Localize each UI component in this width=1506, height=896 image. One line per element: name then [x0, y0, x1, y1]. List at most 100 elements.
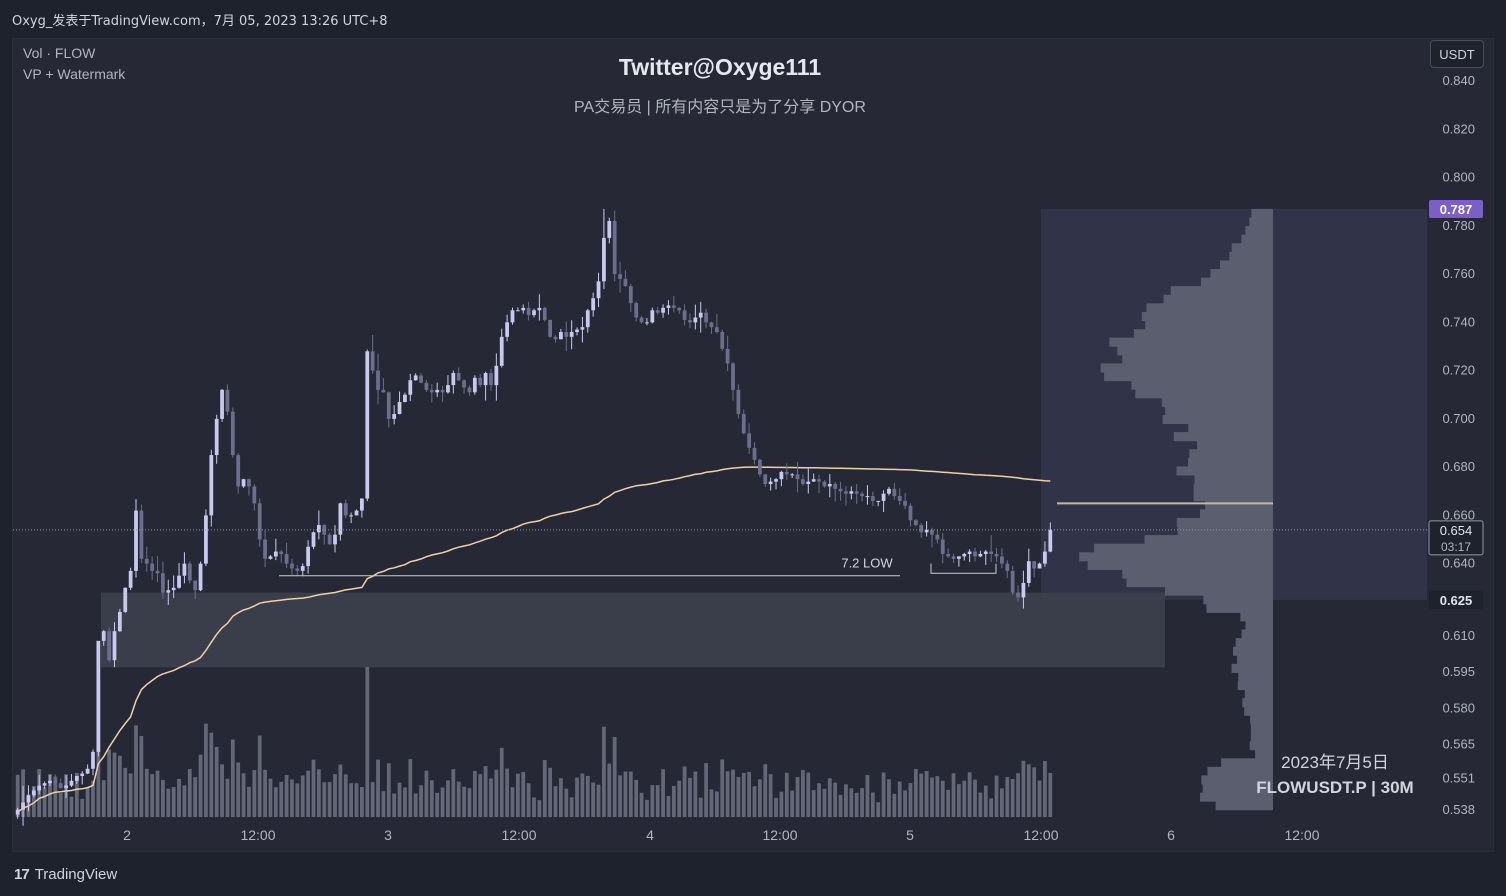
candle-body — [677, 307, 682, 311]
candle-body — [725, 348, 730, 364]
volume-bar — [946, 789, 951, 817]
volume-bar — [338, 764, 343, 817]
candle-body — [704, 312, 708, 323]
profile-row — [1202, 784, 1273, 794]
time-tick-label: 4 — [646, 827, 654, 843]
candle-body — [236, 455, 241, 487]
candle-body — [618, 274, 622, 279]
volume-bar — [725, 771, 730, 817]
last-price-box — [1428, 520, 1484, 556]
volume-bar — [123, 767, 128, 817]
profile-row — [1087, 560, 1273, 570]
volume-bar — [704, 763, 708, 817]
volume-bar — [230, 739, 235, 817]
candle-body — [967, 551, 972, 554]
volume-bar — [790, 790, 795, 817]
candle-body — [575, 329, 579, 333]
volume-bar — [585, 775, 590, 817]
volume-bar — [279, 781, 284, 817]
volume-bar — [795, 777, 800, 817]
candle-body — [612, 221, 617, 275]
volume-bar — [435, 792, 440, 817]
candle-body — [892, 488, 897, 497]
candle-body — [370, 351, 375, 371]
profile-row — [1203, 595, 1273, 605]
profile-row — [1215, 801, 1273, 811]
profile-row — [1176, 466, 1273, 476]
candle-body — [187, 563, 192, 581]
profile-row — [1200, 277, 1273, 287]
profile-row — [1145, 320, 1273, 330]
volume-bar — [983, 785, 988, 817]
candle-body — [424, 382, 429, 390]
volume-bar — [731, 769, 735, 817]
volume-bar — [182, 785, 187, 817]
volume-bar — [892, 793, 897, 817]
volume-bar — [1010, 779, 1015, 817]
volume-bar — [650, 785, 655, 817]
volume-bar — [784, 772, 789, 817]
profile-row — [1210, 269, 1273, 279]
time-axis: 2 12:00 3 12:00 4 12:00 5 12:00 6 12:00 — [123, 827, 1320, 843]
volume-bar — [542, 760, 547, 817]
chart-pane[interactable]: 7.2 LOW 0.840 0.820 0.800 0.780 0.760 0.740 0.… — [12, 38, 1494, 852]
chart-canvas[interactable]: 7.2 LOW 0.8400.8200.8000.7800.7600.7400.… — [13, 39, 1493, 851]
candle-body — [983, 551, 988, 554]
volume-bar — [327, 782, 332, 817]
volume-bar — [365, 667, 370, 817]
volume-bar — [967, 772, 972, 817]
volume-bar — [241, 773, 246, 817]
volume-bar — [112, 752, 117, 817]
profile-row — [1232, 646, 1273, 656]
candle-body — [273, 551, 278, 557]
candle-body — [698, 312, 703, 318]
candle-body — [284, 553, 289, 564]
volume-bar — [139, 736, 144, 817]
candle-body — [429, 389, 434, 393]
candle-body — [607, 221, 612, 238]
legend-volume[interactable]: Vol · FLOW — [23, 45, 96, 61]
candle-body — [123, 587, 128, 612]
price-tick-label: 0.538 — [1442, 802, 1475, 817]
profile-row — [1133, 329, 1273, 339]
profile-row — [1163, 294, 1273, 304]
volume-bar — [682, 766, 687, 817]
volume-bar — [838, 794, 843, 817]
candle-body — [252, 486, 257, 504]
candle-body — [1032, 561, 1037, 569]
candle-body — [806, 481, 811, 485]
watermark-subtitle: PA交易员 | 所有内容只是为了分享 DYOR — [574, 99, 866, 116]
candle-body — [26, 795, 31, 803]
session-low-label: 0.625 — [1440, 593, 1473, 608]
profile-row — [1250, 723, 1273, 734]
volume-bar — [107, 749, 112, 817]
profile-row — [1126, 578, 1273, 588]
profile-row — [1193, 483, 1273, 493]
tradingview-logo[interactable]: 17 TradingView — [14, 866, 117, 883]
volume-bar — [919, 773, 924, 817]
candle-body — [338, 503, 343, 535]
candle-body — [1021, 582, 1026, 598]
time-tick-label: 12:00 — [1284, 827, 1319, 843]
price-tick-label: 0.680 — [1442, 459, 1475, 474]
price-tick-label: 0.720 — [1442, 363, 1475, 378]
candle-body — [833, 484, 838, 489]
volume-bar — [924, 771, 929, 817]
candle-body — [881, 493, 886, 501]
time-tick-label: 3 — [384, 827, 392, 843]
volume-bar — [623, 771, 628, 817]
legend-indicators[interactable]: VP + Watermark — [23, 66, 126, 82]
candle-body — [1048, 529, 1053, 552]
candle-body — [360, 498, 364, 511]
candle-body — [1043, 551, 1047, 564]
candle-body — [300, 566, 305, 571]
volume-bar — [128, 773, 133, 817]
candle-body — [989, 551, 994, 554]
candle-body — [634, 303, 639, 318]
currency-button[interactable]: USDT — [1430, 40, 1484, 68]
volume-bar — [564, 788, 569, 817]
volume-bar — [15, 774, 20, 817]
profile-row — [1109, 337, 1273, 347]
candle-body — [774, 479, 778, 482]
volume-bar — [376, 759, 380, 817]
